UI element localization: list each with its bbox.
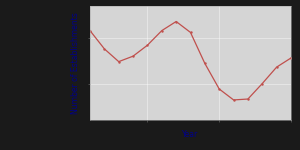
X-axis label: Year: Year (182, 130, 199, 139)
Y-axis label: Number of Establishments: Number of Establishments (71, 12, 80, 114)
